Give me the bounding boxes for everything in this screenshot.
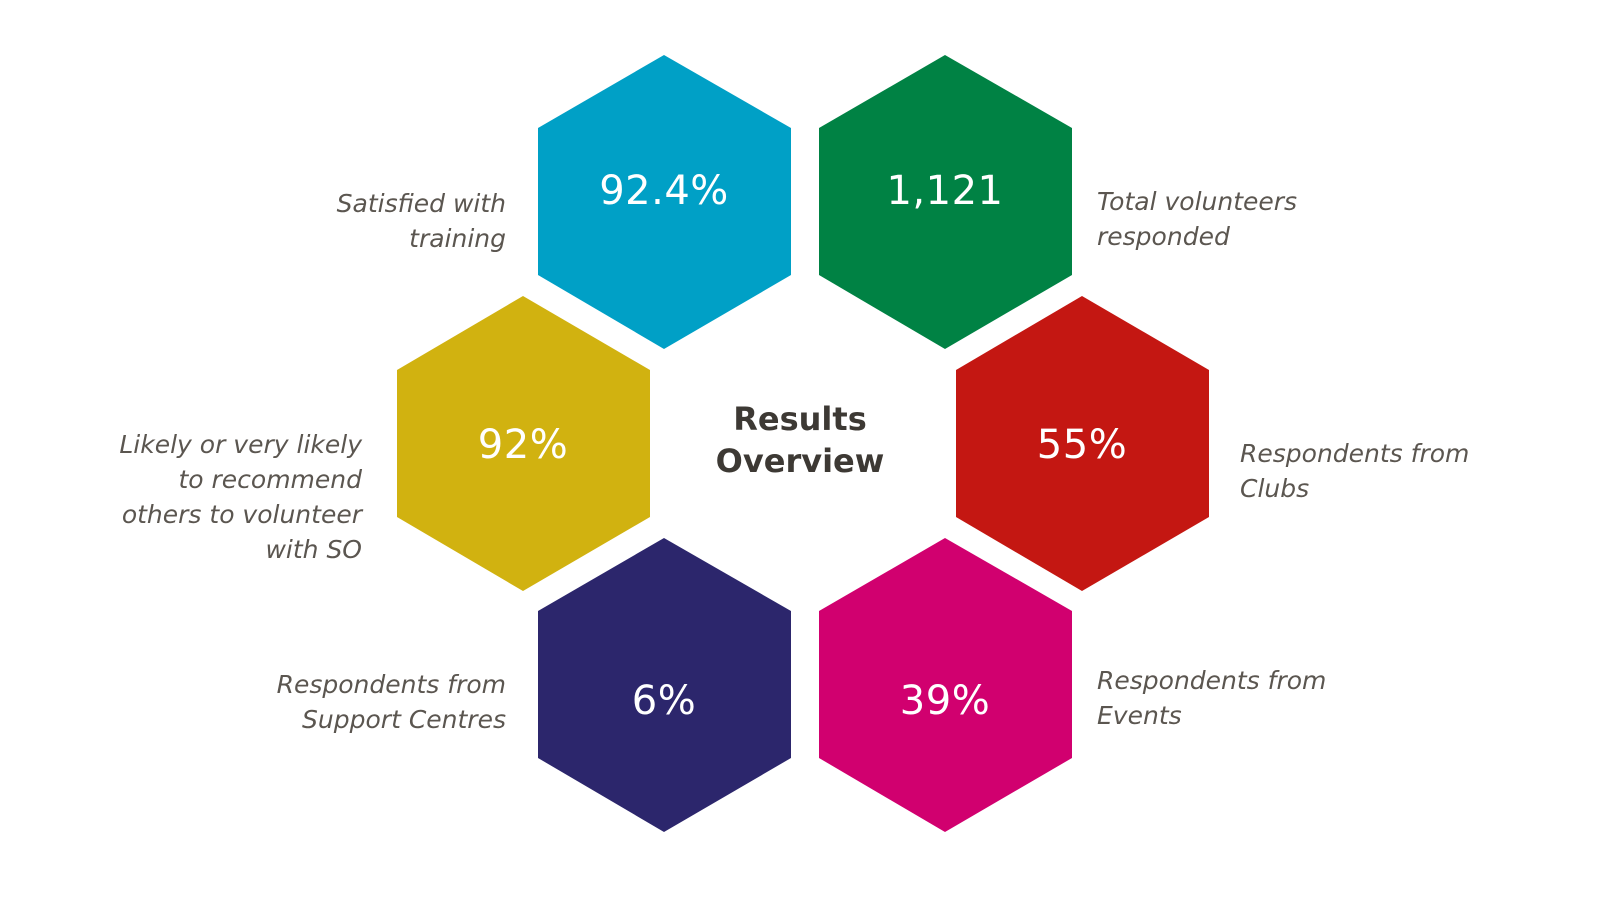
label-total-volunteers-line-2: responded xyxy=(1097,222,1230,251)
hexagon-recommend: 92% xyxy=(397,296,650,591)
hexagon-total-volunteers: 1,121 xyxy=(819,55,1072,349)
label-training-line-2: training xyxy=(409,224,506,253)
hexagon-support-centres-shape xyxy=(538,538,791,832)
hexagon-clubs-shape xyxy=(956,296,1209,591)
hexagon-support-centres-value: 6% xyxy=(632,678,696,724)
label-training: Satisfied with training xyxy=(337,186,506,256)
hexagon-recommend-shape xyxy=(397,296,650,591)
center-title-line-2: Overview xyxy=(715,442,885,480)
label-recommend: Likely or very likely to recommend other… xyxy=(119,427,362,567)
hexagon-training-value: 92.4% xyxy=(599,168,729,214)
hexagon-recommend-value: 92% xyxy=(478,422,568,468)
label-clubs: Respondents from Clubs xyxy=(1240,436,1469,506)
label-total-volunteers-line-1: Total volunteers xyxy=(1097,187,1298,216)
hexagon-support-centres: 6% xyxy=(538,538,791,832)
center-title-line-1: Results xyxy=(733,400,867,438)
hexagon-total-volunteers-shape xyxy=(819,55,1072,349)
hexagon-events: 39% xyxy=(819,538,1072,832)
hexagon-clubs: 55% xyxy=(956,296,1209,591)
label-clubs-line-2: Clubs xyxy=(1240,474,1310,503)
label-total-volunteers: Total volunteers responded xyxy=(1097,184,1297,254)
label-events-line-2: Events xyxy=(1097,701,1182,730)
label-clubs-line-1: Respondents from xyxy=(1240,439,1470,468)
hexagon-events-shape xyxy=(819,538,1072,832)
hexagon-clubs-value: 55% xyxy=(1037,422,1127,468)
label-events-line-1: Respondents from xyxy=(1097,666,1327,695)
label-recommend-line-2: to recommend xyxy=(178,465,362,494)
label-recommend-line-3: others to volunteer xyxy=(121,500,362,529)
hexagon-events-value: 39% xyxy=(900,678,990,724)
label-support-centres-line-1: Respondents from xyxy=(276,670,506,699)
center-title: Results Overview xyxy=(690,398,910,482)
label-support-centres: Respondents from Support Centres xyxy=(277,667,506,737)
label-recommend-line-1: Likely or very likely xyxy=(119,430,362,459)
label-recommend-line-4: with SO xyxy=(265,535,362,564)
label-training-line-1: Satisfied with xyxy=(336,189,506,218)
hexagon-total-volunteers-value: 1,121 xyxy=(886,168,1003,214)
hexagon-training: 92.4% xyxy=(538,55,791,349)
hexagon-training-shape xyxy=(538,55,791,349)
label-events: Respondents from Events xyxy=(1097,663,1326,733)
label-support-centres-line-2: Support Centres xyxy=(302,705,506,734)
